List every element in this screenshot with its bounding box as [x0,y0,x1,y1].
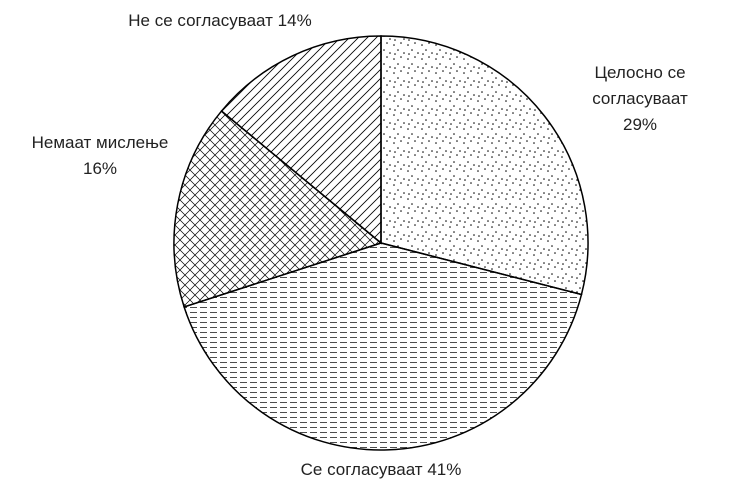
slice-label: Се согласуваат 41% [251,457,511,483]
slice-label: Не се согласуваат 14% [90,8,350,34]
value-label: 41% [427,460,462,479]
value-label: 14% [277,11,312,30]
category-label: Целосно се согласуваат [592,63,688,108]
pie-slice [380,35,589,296]
category-label: Се согласуваат [300,460,423,479]
category-label: Немаат мислење [31,133,169,152]
category-label: Не се согласуваат [128,11,273,30]
pie-slice [173,109,383,308]
value-label: 16% [82,159,118,178]
pie-slice [220,35,382,245]
slice-label: Целосно се согласуваат 29% [575,60,705,138]
pie-slice [183,242,583,451]
value-label: 29% [622,115,658,134]
slice-label: Немаат мислење 16% [25,130,175,182]
